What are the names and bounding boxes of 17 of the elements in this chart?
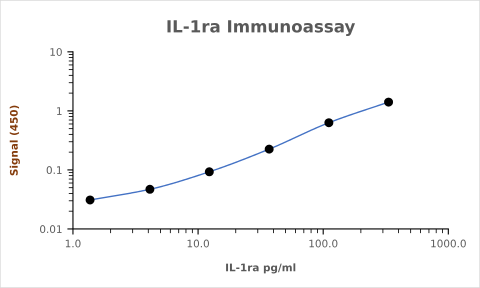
y-tick-label: 10 — [50, 48, 62, 56]
x-tick-label: 1000.0 — [431, 240, 466, 248]
y-tick-label: 0.01 — [40, 225, 62, 234]
x-tick-label: 10.0 — [188, 240, 209, 248]
point — [204, 167, 214, 176]
y-axis-title: Signal (450) — [10, 106, 20, 176]
x-tick-label: 1.0 — [66, 240, 81, 248]
x-tick-label: 100.0 — [309, 240, 338, 248]
y-tick-label: 0.1 — [46, 166, 62, 174]
chart-title: IL-1ra Immunoassay — [167, 20, 356, 36]
point — [145, 184, 154, 194]
point — [324, 118, 334, 128]
point — [264, 144, 274, 154]
point — [86, 195, 95, 204]
y-tick-label: 1 — [57, 107, 62, 115]
point — [384, 98, 394, 107]
x-axis-title: IL-1ra pg/ml — [226, 263, 296, 274]
